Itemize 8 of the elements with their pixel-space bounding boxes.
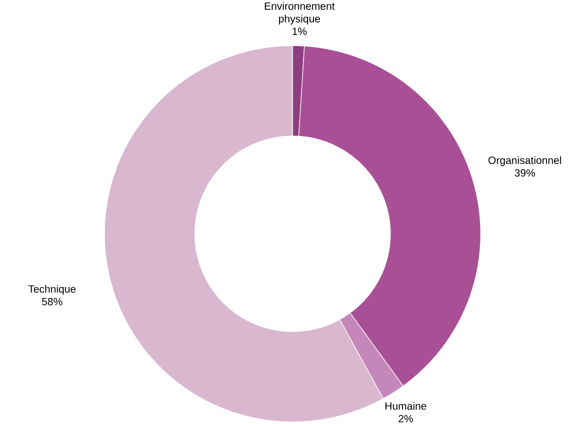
data-label: 2% xyxy=(398,414,413,422)
data-label: 58% xyxy=(42,298,62,306)
data-label: 39% xyxy=(514,168,536,176)
slice-label: Environnement physique xyxy=(264,2,335,24)
slice-label: Organisationnel xyxy=(488,156,562,166)
data-label: 1% xyxy=(292,27,307,35)
slice-label: Technique xyxy=(28,284,76,295)
slice-label: Humaine xyxy=(385,402,426,410)
